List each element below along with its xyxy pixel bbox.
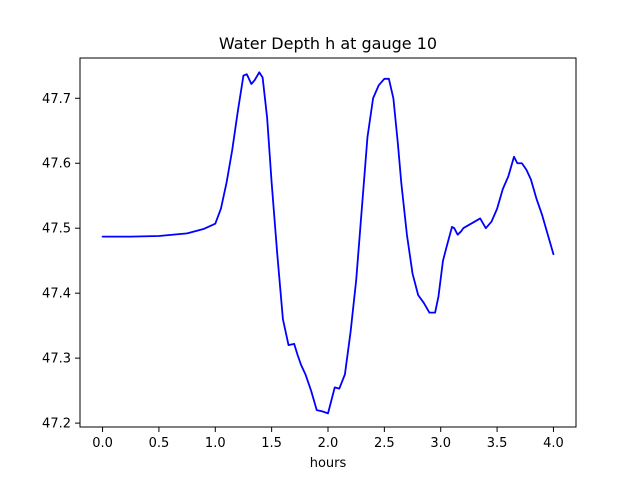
- x-tick-label: 1.5: [261, 436, 282, 451]
- x-tick-label: 3.5: [487, 436, 508, 451]
- series-line: [101, 71, 555, 415]
- x-tick-label: 2.0: [318, 436, 339, 451]
- x-tick-label: 1.0: [205, 436, 226, 451]
- y-tick-label: 47.5: [42, 222, 71, 237]
- y-tick-label: 47.6: [42, 157, 71, 172]
- x-tick-label: 4.0: [543, 436, 564, 451]
- y-tick-label: 47.2: [42, 417, 71, 432]
- chart-title: Water Depth h at gauge 10: [219, 34, 437, 53]
- x-tick-label: 0.5: [149, 436, 170, 451]
- y-tick-label: 47.7: [42, 92, 71, 107]
- y-tick-label: 47.4: [42, 287, 71, 302]
- x-axis-label: hours: [310, 456, 347, 471]
- x-axis: 0.0 0.5 1.0 1.5 2.0 2.5 3.0 3.5 4.0: [92, 427, 564, 451]
- plot-area: [101, 71, 555, 415]
- x-tick-label: 3.0: [430, 436, 451, 451]
- y-axis: 47.2 47.3 47.4 47.5 47.6 47.7: [42, 92, 80, 432]
- x-tick-label: 0.0: [92, 436, 113, 451]
- y-tick-label: 47.3: [42, 352, 71, 367]
- x-tick-label: 2.5: [374, 436, 395, 451]
